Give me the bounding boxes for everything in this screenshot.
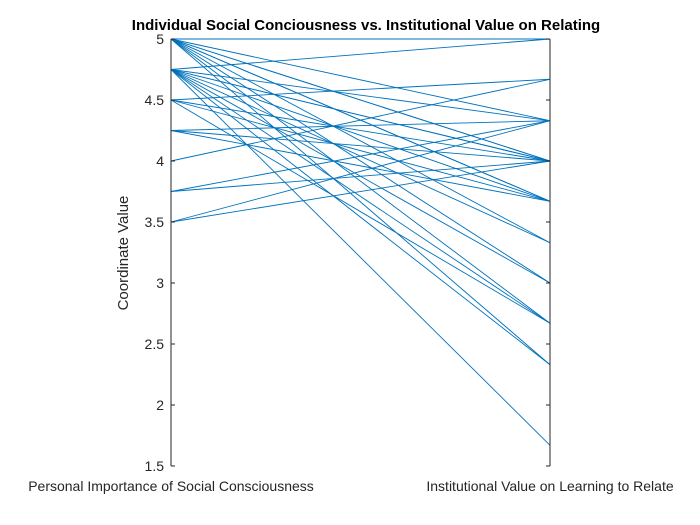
series-line <box>170 38 551 122</box>
series-line <box>170 38 551 324</box>
series-line <box>170 38 551 162</box>
x-category-label: Personal Importance of Social Consciousn… <box>28 478 314 494</box>
y-axis-label: Coordinate Value <box>115 196 132 311</box>
series-lines <box>170 38 551 446</box>
series-line <box>170 99 551 162</box>
series-line <box>170 120 551 223</box>
series-line <box>170 120 551 131</box>
y-tick-label: 2 <box>156 397 164 413</box>
series-line <box>170 78 551 101</box>
series-line <box>170 99 551 324</box>
series-line <box>170 69 551 366</box>
series-line <box>170 130 551 162</box>
series-line <box>170 120 551 192</box>
series-line <box>170 69 551 324</box>
y-tick-label: 4 <box>156 153 164 169</box>
y-tick-label: 5 <box>156 31 164 47</box>
series-line <box>170 38 551 244</box>
series-line <box>170 160 551 192</box>
x-category-label: Institutional Value on Learning to Relat… <box>426 478 673 494</box>
y-tick-label: 3.5 <box>145 214 165 230</box>
x-axis-ticks: Personal Importance of Social Consciousn… <box>28 462 674 494</box>
series-line <box>170 160 551 223</box>
y-tick-label: 1.5 <box>145 458 165 474</box>
series-line <box>170 130 551 202</box>
series-line <box>170 69 551 202</box>
y-axis-ticks: 1.5 2 2.5 3 3.5 4 4.5 5 <box>145 31 550 474</box>
series-line <box>170 99 551 202</box>
series-line <box>170 38 551 366</box>
series-line <box>170 69 551 446</box>
y-tick-label: 2.5 <box>145 336 165 352</box>
series-line <box>170 78 551 162</box>
chart-title: Individual Social Conciousness vs. Insti… <box>132 17 600 34</box>
series-line <box>170 38 551 284</box>
axes <box>170 39 551 466</box>
series-line <box>170 69 551 162</box>
y-tick-label: 3 <box>156 275 164 291</box>
series-line <box>170 69 551 122</box>
y-tick-label: 4.5 <box>145 92 165 108</box>
series-line <box>170 38 551 70</box>
